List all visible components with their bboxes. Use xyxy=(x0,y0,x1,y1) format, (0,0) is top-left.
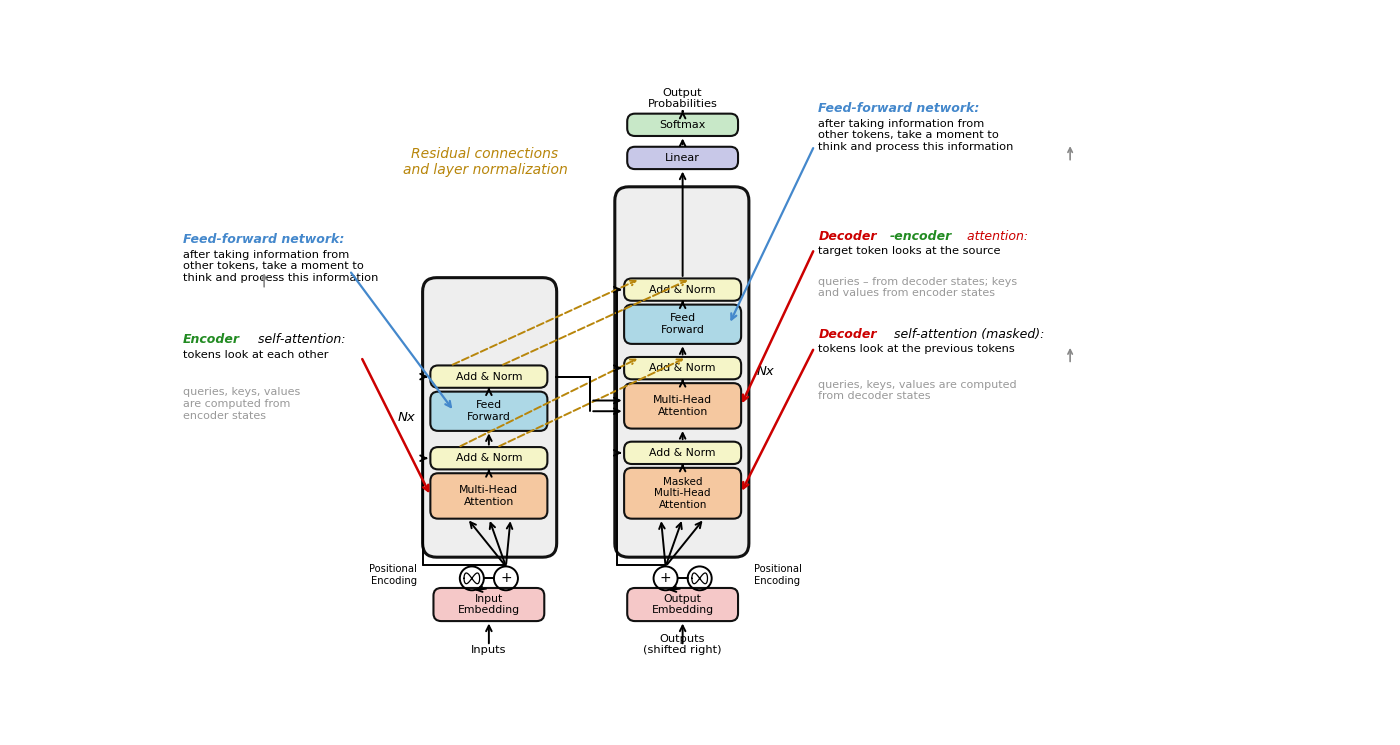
FancyBboxPatch shape xyxy=(615,187,749,557)
FancyBboxPatch shape xyxy=(423,278,557,557)
Text: Feed-forward network:: Feed-forward network: xyxy=(183,233,344,247)
Text: Add & Norm: Add & Norm xyxy=(455,372,522,381)
Text: queries, keys, values
are computed from
encoder states: queries, keys, values are computed from … xyxy=(183,387,300,421)
Text: Add & Norm: Add & Norm xyxy=(650,285,715,294)
FancyBboxPatch shape xyxy=(434,588,545,621)
Text: Nx: Nx xyxy=(756,366,774,378)
Text: Feed
Forward: Feed Forward xyxy=(661,314,704,335)
Text: self-attention (masked):: self-attention (masked): xyxy=(889,328,1044,341)
Text: Inputs: Inputs xyxy=(472,645,507,656)
Text: Add & Norm: Add & Norm xyxy=(650,363,715,373)
Text: tokens look at each other: tokens look at each other xyxy=(183,349,328,360)
FancyBboxPatch shape xyxy=(624,383,741,428)
Text: Decoder: Decoder xyxy=(818,230,876,244)
Text: target token looks at the source: target token looks at the source xyxy=(818,247,1001,256)
FancyBboxPatch shape xyxy=(624,468,741,519)
Text: Multi-Head
Attention: Multi-Head Attention xyxy=(459,485,518,507)
FancyBboxPatch shape xyxy=(430,473,547,519)
Text: Positional
Encoding: Positional Encoding xyxy=(370,565,417,586)
FancyBboxPatch shape xyxy=(430,447,547,469)
Text: queries, keys, values are computed
from decoder states: queries, keys, values are computed from … xyxy=(818,380,1016,402)
Text: Add & Norm: Add & Norm xyxy=(455,453,522,463)
FancyBboxPatch shape xyxy=(627,147,738,169)
Text: self-attention:: self-attention: xyxy=(253,334,346,346)
Text: Masked
Multi-Head
Attention: Masked Multi-Head Attention xyxy=(654,477,711,510)
FancyBboxPatch shape xyxy=(627,588,738,621)
Text: Output
Probabilities: Output Probabilities xyxy=(648,88,718,110)
Text: Feed-forward network:: Feed-forward network: xyxy=(818,103,980,115)
Text: queries – from decoder states; keys
and values from encoder states: queries – from decoder states; keys and … xyxy=(818,276,1018,298)
Text: Nx: Nx xyxy=(398,411,416,424)
FancyBboxPatch shape xyxy=(430,366,547,388)
Text: attention:: attention: xyxy=(963,230,1028,244)
Text: after taking information from
other tokens, take a moment to
think and process t: after taking information from other toke… xyxy=(183,250,378,283)
FancyBboxPatch shape xyxy=(624,442,741,464)
Text: Positional
Encoding: Positional Encoding xyxy=(755,565,802,586)
FancyBboxPatch shape xyxy=(430,392,547,431)
Text: Residual connections
and layer normalization: Residual connections and layer normaliza… xyxy=(403,148,567,177)
Text: Feed
Forward: Feed Forward xyxy=(468,401,511,422)
FancyBboxPatch shape xyxy=(624,279,741,301)
Text: Output
Embedding: Output Embedding xyxy=(651,594,714,615)
Text: Softmax: Softmax xyxy=(659,120,706,130)
Text: Add & Norm: Add & Norm xyxy=(650,448,715,458)
Text: tokens look at the previous tokens: tokens look at the previous tokens xyxy=(818,344,1015,355)
Text: Decoder: Decoder xyxy=(818,328,876,341)
Text: after taking information from
other tokens, take a moment to
think and process t: after taking information from other toke… xyxy=(818,118,1014,152)
FancyBboxPatch shape xyxy=(627,114,738,136)
Text: Outputs
(shifted right): Outputs (shifted right) xyxy=(644,634,722,656)
Text: Input
Embedding: Input Embedding xyxy=(458,594,519,615)
Text: Encoder: Encoder xyxy=(183,334,239,346)
Text: -encoder: -encoder xyxy=(889,230,952,244)
Text: +: + xyxy=(500,571,512,586)
FancyBboxPatch shape xyxy=(624,357,741,379)
FancyBboxPatch shape xyxy=(624,305,741,344)
Text: Multi-Head
Attention: Multi-Head Attention xyxy=(652,395,713,416)
Text: +: + xyxy=(659,571,672,586)
Text: Linear: Linear xyxy=(665,153,700,163)
